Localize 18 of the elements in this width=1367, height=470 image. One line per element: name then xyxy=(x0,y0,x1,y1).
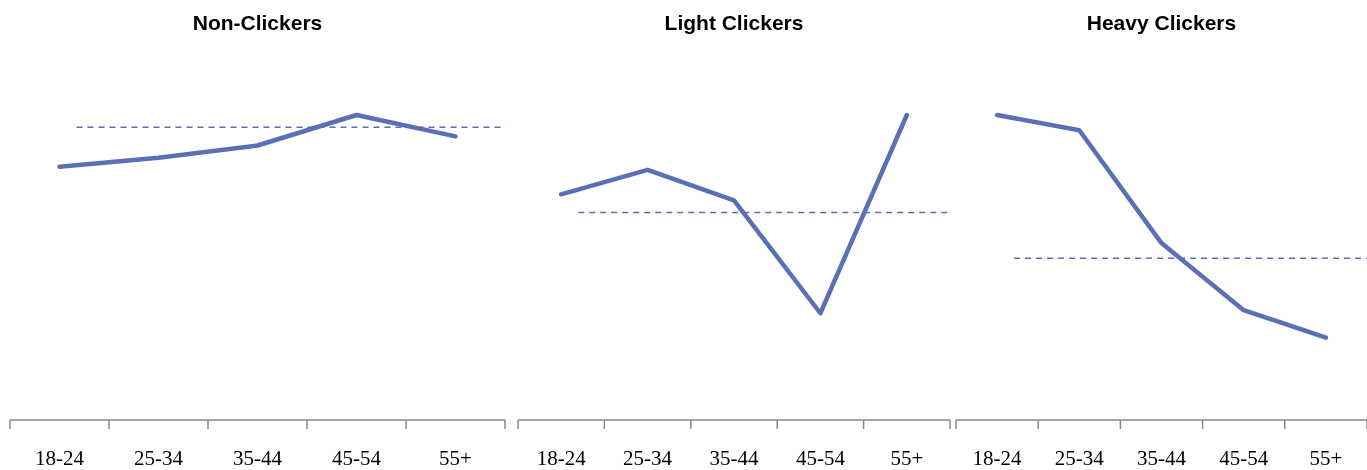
x-tick-label: 35-44 xyxy=(1137,446,1187,470)
x-tick-label: 25-34 xyxy=(134,446,184,470)
chart-title: Non-Clickers xyxy=(192,11,323,34)
x-tick-label: 55+ xyxy=(439,446,472,470)
x-tick-label: 25-34 xyxy=(623,446,673,470)
x-tick-label: 18-24 xyxy=(536,446,587,470)
x-tick-label: 25-34 xyxy=(1054,446,1105,470)
x-tick-label: 45-54 xyxy=(1219,446,1269,470)
x-tick-label: 35-44 xyxy=(233,446,283,470)
chart-title: Light Clickers xyxy=(664,11,804,34)
chart-title: Heavy Clickers xyxy=(1086,11,1237,34)
x-tick-label: 18-24 xyxy=(972,446,1023,470)
x-tick-label: 35-44 xyxy=(709,446,759,470)
x-tick-label: 45-54 xyxy=(795,446,846,470)
x-tick-label: 55+ xyxy=(1309,446,1343,470)
x-tick-label: 18-24 xyxy=(35,446,85,470)
x-tick-label: 45-54 xyxy=(332,446,382,470)
x-tick-label: 55+ xyxy=(890,446,924,470)
